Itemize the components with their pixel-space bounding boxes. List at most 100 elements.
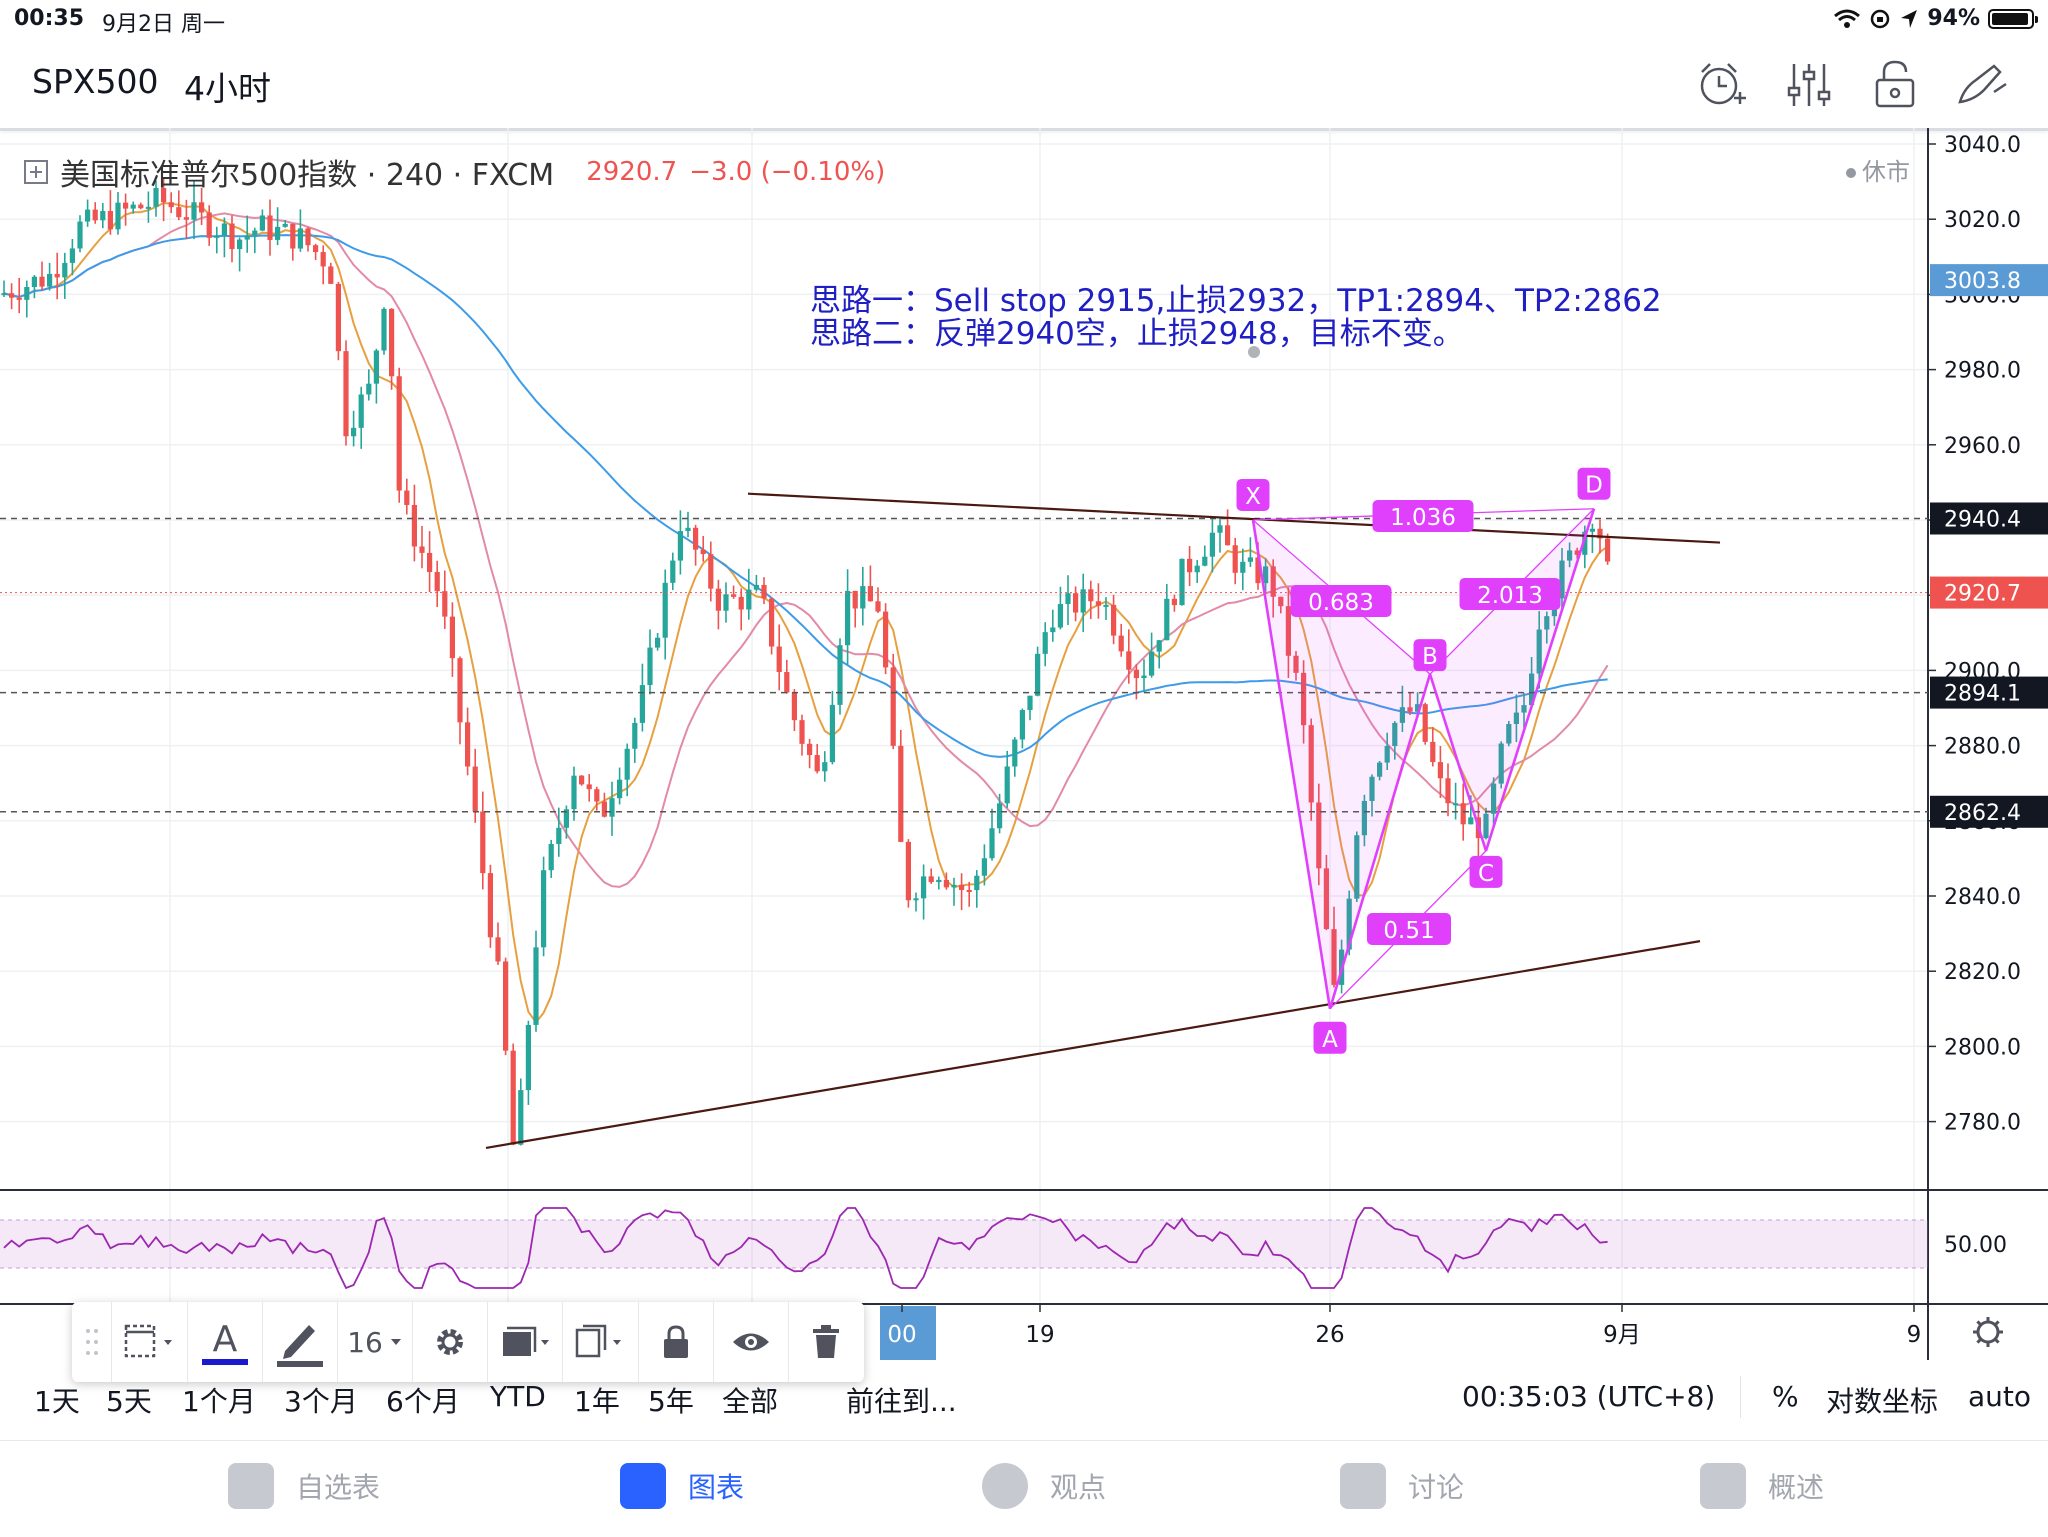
pattern-leg[interactable] [1428, 673, 1488, 852]
tab-overview[interactable]: 概述 [1700, 1463, 1824, 1509]
candle-body [1293, 655, 1299, 673]
pattern-ratio-label[interactable]: 2.013 [1459, 578, 1561, 610]
candle-body [1255, 557, 1261, 584]
text-color-button[interactable]: A [188, 1302, 263, 1382]
candle-body [1073, 593, 1079, 613]
annotation-anchor-handle[interactable] [1248, 346, 1260, 358]
horizontal-levels[interactable] [0, 517, 1928, 813]
font-size-select[interactable]: 16 [338, 1302, 414, 1382]
log-scale-toggle[interactable]: 对数坐标 [1826, 1385, 1939, 1418]
candle-body [601, 801, 607, 817]
price-label[interactable]: 2940.4 [1930, 502, 2048, 535]
pattern-point-c[interactable]: C [1469, 855, 1503, 888]
tab-ideas[interactable]: 观点 [982, 1463, 1106, 1509]
candle-body [890, 667, 896, 746]
range-button[interactable]: 1年 [574, 1385, 620, 1418]
pattern-leg[interactable] [1328, 673, 1432, 1010]
pattern-ratio-label[interactable]: 1.036 [1372, 500, 1474, 532]
symbol-button[interactable]: SPX500 [32, 62, 159, 101]
range-button[interactable]: 1天 [34, 1385, 80, 1418]
candle-body [1453, 803, 1459, 806]
pattern-ratio-label[interactable]: 0.51 [1367, 913, 1451, 945]
tab-watchlist[interactable]: 自选表 [228, 1463, 380, 1509]
clock-readout[interactable]: 00:35:03 (UTC+8) [1462, 1380, 1716, 1413]
pattern-leg[interactable] [1251, 519, 1332, 1010]
range-button[interactable]: 6个月 [386, 1385, 460, 1418]
chart-settings-gear-icon[interactable] [1973, 1317, 2003, 1347]
candle-body [24, 287, 30, 300]
candle-body [176, 207, 182, 218]
pattern-leg[interactable] [1484, 508, 1596, 852]
pattern-label-box [1469, 855, 1503, 888]
tab-discussion[interactable]: 讨论 [1340, 1463, 1464, 1509]
candle-body [708, 554, 714, 589]
timeframe-button[interactable]: 4小时 [184, 69, 271, 108]
toolbar-drag-handle[interactable] [72, 1302, 113, 1382]
status-date: 9月2日 周一 [102, 12, 225, 37]
pattern-label-text: 0.683 [1308, 590, 1374, 616]
percent-scale-toggle[interactable]: % [1772, 1380, 1799, 1413]
candle-body [115, 202, 121, 230]
range-button[interactable]: 5天 [106, 1385, 152, 1418]
pattern-point-a[interactable]: A [1313, 1021, 1347, 1054]
visual-order-button[interactable] [488, 1302, 564, 1382]
price-tick-label: 2800.0 [1944, 1035, 2021, 1060]
range-button[interactable]: 1个月 [182, 1385, 256, 1418]
annotation-line[interactable]: 思路二：反弹2940空，止损2948，目标不变。 [810, 316, 1464, 352]
candle-body [1141, 675, 1147, 679]
candle-body [1301, 672, 1307, 726]
time-axis[interactable]: 00 19 26 9月 9 [880, 1304, 2003, 1360]
tab-chart[interactable]: 图表 [620, 1463, 744, 1509]
candle-body [525, 1024, 531, 1091]
annotation-line[interactable]: 思路一：Sell stop 2915,止损2932，TP1:2894、TP2:2… [810, 283, 1662, 319]
candle-body [1597, 528, 1603, 539]
pattern-point-x[interactable]: X [1236, 479, 1270, 511]
pattern-label-text: 2.013 [1477, 583, 1543, 609]
candle-body [556, 827, 562, 844]
hide-drawing-button[interactable] [714, 1302, 789, 1382]
price-label[interactable]: 2920.7 [1930, 576, 2048, 609]
drawing-pen-icon[interactable] [1954, 58, 2008, 112]
price-label[interactable]: 3003.8 [1930, 264, 2048, 297]
text-annotation[interactable]: 思路一：Sell stop 2915,止损2932，TP1:2894、TP2:2… [810, 283, 1662, 358]
divider [1740, 1376, 1741, 1418]
candle-body [837, 645, 843, 705]
indicators-icon[interactable] [1782, 58, 1836, 112]
range-button[interactable]: 全部 [722, 1385, 779, 1418]
candle-body [1088, 589, 1094, 602]
price-chart[interactable]: X A B C D 1.036 0.683 2.013 0.51 思路一：Sell stop 2… [0, 128, 2048, 1360]
tab-label: 自选表 [296, 1471, 381, 1504]
expand-legend-icon[interactable] [24, 160, 48, 184]
price-label[interactable]: 2894.1 [1930, 676, 2048, 709]
price-label[interactable]: 2862.4 [1930, 795, 2048, 828]
trendlines[interactable] [485, 492, 1721, 1150]
harmonic-pattern[interactable]: X A B C D 1.036 0.683 2.013 0.51 [1236, 467, 1611, 1054]
auto-scale-toggle[interactable]: auto [1968, 1380, 2032, 1413]
pattern-point-b[interactable]: B [1413, 639, 1447, 672]
delete-drawing-button[interactable] [789, 1302, 864, 1382]
clone-button[interactable] [563, 1302, 639, 1382]
tab-label: 讨论 [1408, 1471, 1465, 1504]
settings-button[interactable] [413, 1302, 489, 1382]
lower-support-trendline[interactable] [485, 940, 1701, 1150]
price-label-text: 2862.4 [1944, 801, 2021, 826]
range-button[interactable]: 5年 [648, 1385, 694, 1418]
pattern-ratio-label[interactable]: 0.683 [1290, 585, 1392, 617]
price-axis[interactable]: 3040.03020.03000.02980.02960.02940.02920… [1928, 133, 2048, 1136]
candle-body [1263, 566, 1269, 584]
pattern-point-d[interactable]: D [1577, 467, 1611, 500]
line-color-button[interactable] [263, 1302, 338, 1382]
template-button[interactable] [112, 1302, 188, 1382]
upper-resistance-trendline[interactable] [747, 492, 1721, 544]
alarm-add-icon[interactable] [1694, 58, 1748, 112]
candle-body [320, 252, 326, 267]
candle-body [153, 188, 159, 207]
range-button[interactable]: YTD [490, 1380, 546, 1413]
candle-body [677, 531, 683, 561]
lock-drawing-button[interactable] [639, 1302, 714, 1382]
price-tick-label: 2840.0 [1944, 885, 2021, 910]
range-button[interactable]: 3个月 [284, 1385, 358, 1418]
goto-date-button[interactable]: 前往到... [846, 1385, 957, 1418]
lock-icon[interactable] [1868, 58, 1922, 112]
candle-body [503, 961, 509, 1051]
